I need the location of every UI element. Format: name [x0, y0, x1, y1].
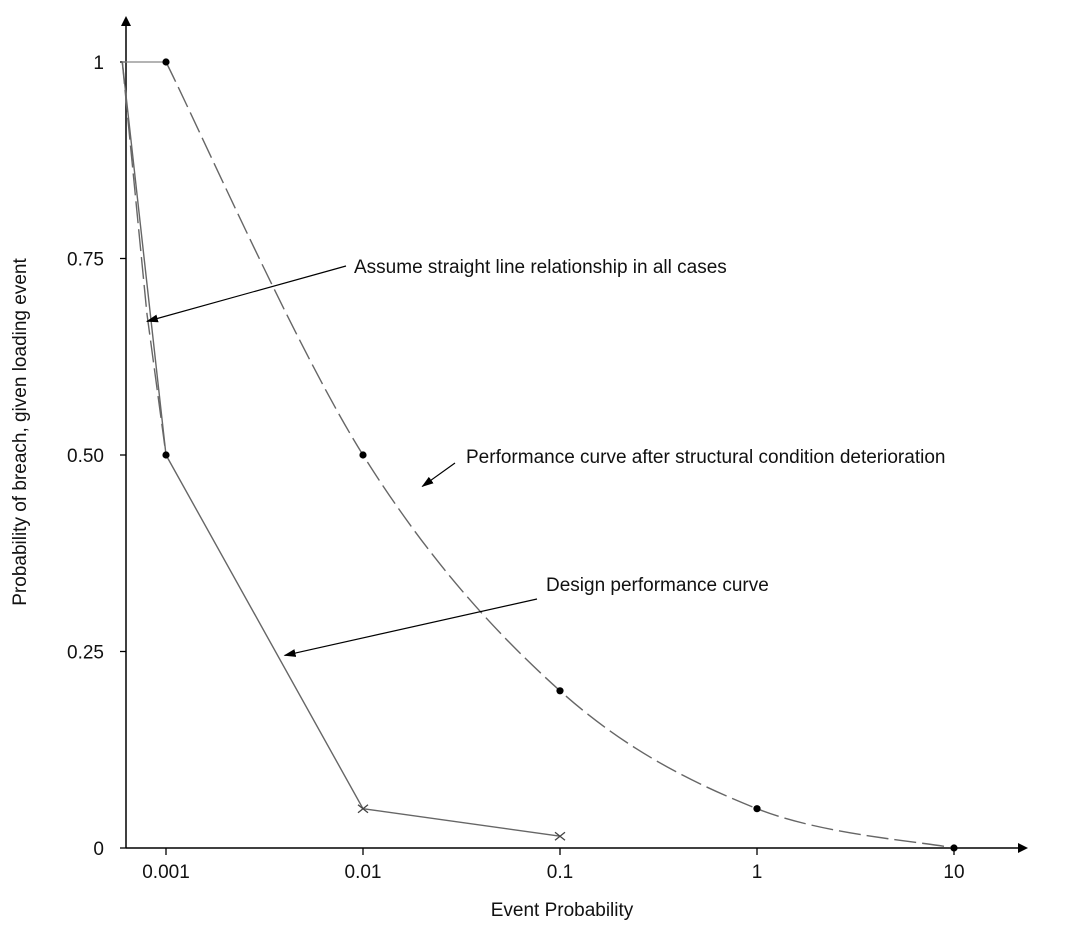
design-curve-line: [121, 61, 561, 837]
annotation-design-curve: Design performance curve: [546, 575, 769, 596]
y-tick-label: 1: [93, 53, 104, 74]
data-point-cross: [357, 804, 369, 814]
data-point-dot: [753, 805, 761, 813]
annotation-arrow-straight-line: [145, 265, 347, 323]
data-point-dot: [950, 844, 958, 852]
x-axis-title: Event Probability: [491, 900, 634, 921]
data-point-dot: [162, 58, 170, 66]
series-layer: [121, 61, 955, 849]
y-tick-label: 0.50: [67, 446, 104, 467]
annotation-arrow-design-curve: [283, 598, 538, 657]
annotation-deteriorated-curve: Performance curve after structural condi…: [466, 447, 945, 468]
straight-line-assumption: [121, 61, 167, 456]
y-tick-label: 0.75: [67, 250, 104, 271]
y-tick-label: 0.25: [67, 643, 104, 664]
x-tick-label: 10: [943, 862, 964, 883]
x-tick-label: 0.001: [142, 862, 190, 883]
y-axis-title: Probability of breach, given loading eve…: [10, 258, 31, 606]
y-ticks: 0 0.25 0.50 0.75 1: [67, 53, 126, 860]
annotation-straight-line: Assume straight line relationship in all…: [354, 257, 727, 278]
data-point-dot: [162, 451, 170, 459]
data-point-dot: [556, 687, 564, 695]
axes: [121, 16, 1028, 853]
x-tick-label: 1: [752, 862, 763, 883]
marker-layer: [162, 58, 958, 852]
x-tick-label: 0.1: [547, 862, 573, 883]
deteriorated-curve-line: [165, 61, 955, 849]
data-point-dot: [359, 451, 367, 459]
annotation-layer: Assume straight line relationship in all…: [145, 257, 945, 657]
x-ticks: 0.001 0.01 0.1 1 10: [142, 848, 965, 883]
y-tick-label: 0: [93, 839, 104, 860]
x-tick-label: 0.01: [345, 862, 382, 883]
data-point-cross: [554, 831, 566, 841]
annotation-arrow-deteriorated-curve: [421, 462, 456, 488]
